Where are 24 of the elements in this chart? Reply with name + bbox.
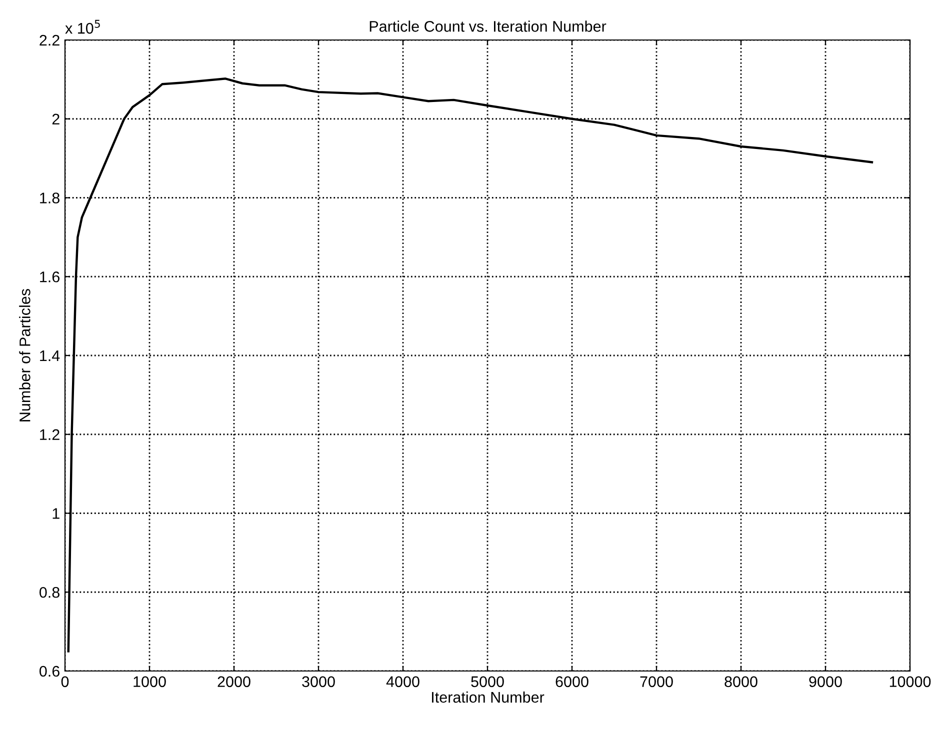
x-tick-label: 5000 <box>471 676 504 688</box>
x-tick-label: 4000 <box>386 676 420 688</box>
y-axis-title: Number of Particles <box>19 288 30 422</box>
x-axis-title: Iteration Number <box>432 691 544 703</box>
x-tick-label: 10000 <box>890 676 931 688</box>
x-tick-label: 8000 <box>724 676 758 688</box>
y-tick-label: 0.8 <box>40 586 60 598</box>
chart-title: Particle Count vs. Iteration Number <box>370 20 606 32</box>
x-tick-label: 0 <box>61 676 69 688</box>
x-tick-label: 6000 <box>556 676 588 688</box>
y-tick-label: 1.8 <box>40 192 60 204</box>
x-tick-label: 3000 <box>302 676 335 688</box>
x-tick-label: 7000 <box>640 676 673 688</box>
x-tick-label: 9000 <box>809 676 842 688</box>
y-tick-label: 1.4 <box>40 350 60 362</box>
y-tick-label: 2 <box>52 114 60 124</box>
y-tick-label: 0.6 <box>40 666 60 677</box>
x-tick-label: 1000 <box>134 676 166 688</box>
y-tick-label: 1.6 <box>40 271 60 282</box>
y-tick-label: 2.2 <box>40 34 60 46</box>
y-tick-label: 1 <box>52 508 60 519</box>
x-tick-label: 2000 <box>218 676 250 688</box>
text: x 10$^{5}$ <box>65 20 100 34</box>
y-tick-label: 1.2 <box>40 429 60 440</box>
